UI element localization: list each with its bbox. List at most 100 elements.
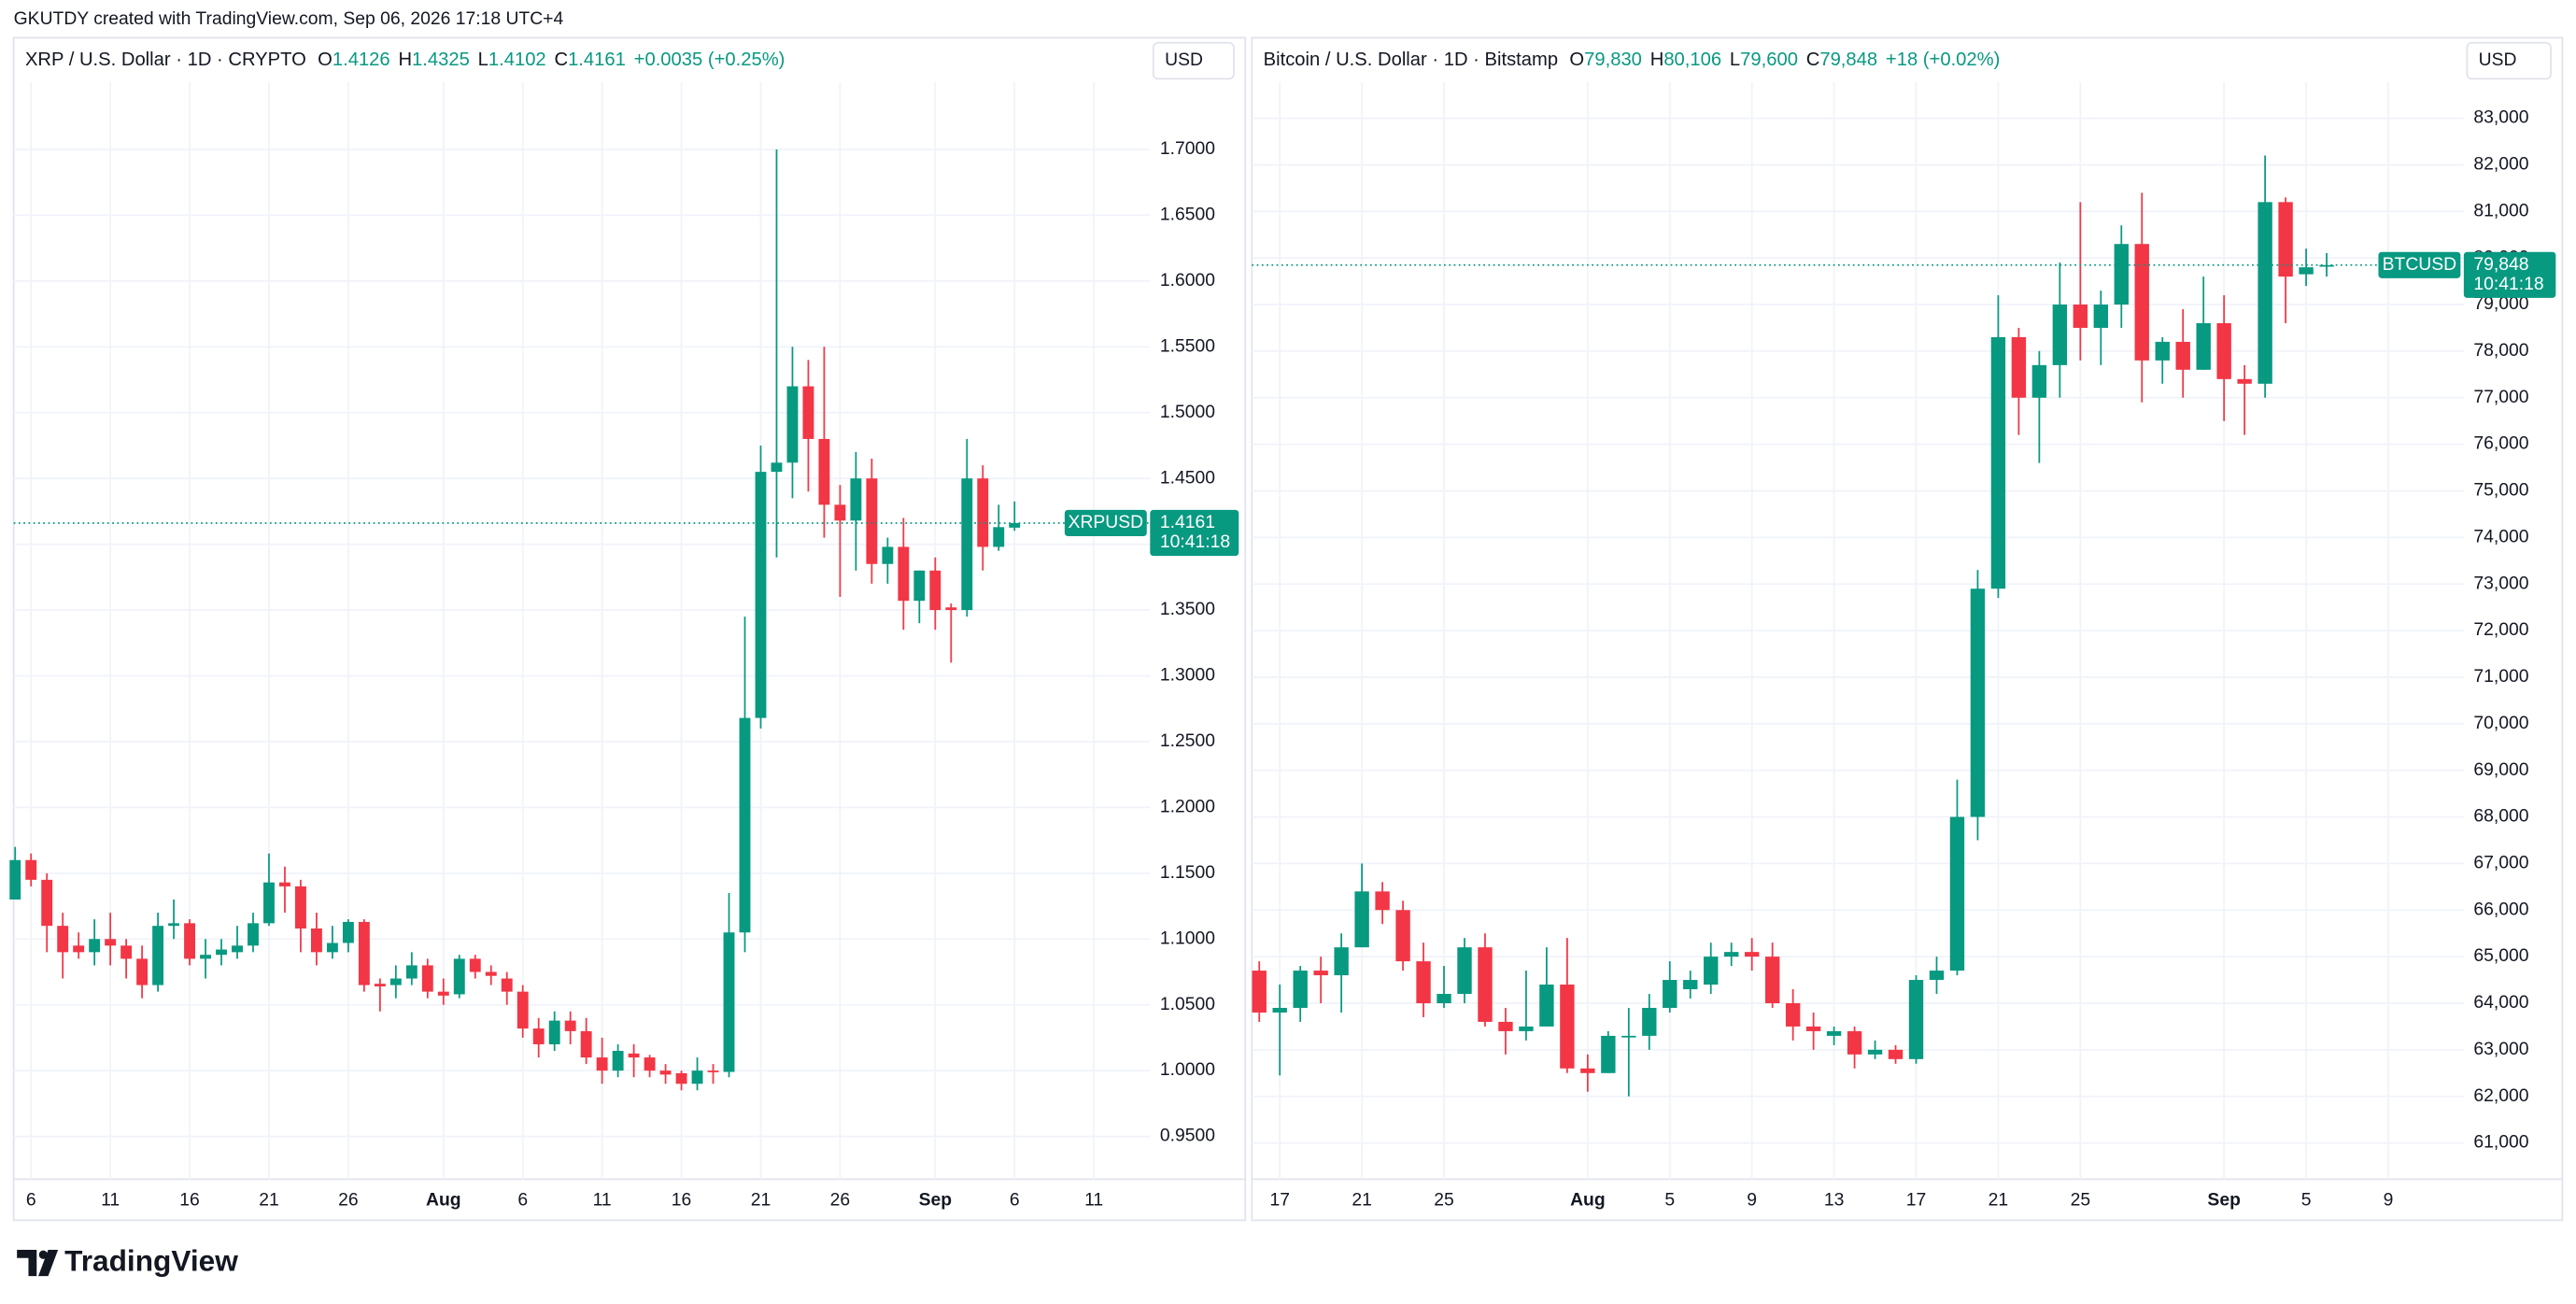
candle-body — [691, 1070, 703, 1084]
chart-header: Bitcoin / U.S. Dollar · 1D · Bitstamp O 79… — [1264, 50, 2001, 70]
x-tick-label: 5 — [1664, 1189, 1675, 1210]
y-tick-label: 76,000 — [2473, 433, 2528, 454]
y-tick-label: 62,000 — [2473, 1085, 2528, 1106]
candle-body — [1970, 588, 1986, 817]
candle-body — [1252, 971, 1267, 1013]
currency-button — [2466, 41, 2552, 80]
candle-body — [2175, 341, 2190, 370]
candle-body — [389, 978, 402, 985]
candle-body — [1990, 336, 2006, 589]
candle-body — [168, 923, 180, 927]
candle-body — [1764, 957, 1780, 1003]
candle-body — [1785, 1002, 1801, 1027]
candle-body — [1375, 891, 1390, 911]
candle-body — [739, 717, 751, 933]
x-tick-label: 11 — [101, 1189, 120, 1210]
x-tick-label: 21 — [751, 1189, 771, 1210]
ohlc-key: H — [398, 50, 412, 70]
candle-body — [1704, 957, 1719, 985]
ohlc-key: H — [1650, 50, 1664, 70]
pane-border — [1251, 36, 2564, 1222]
candle-body — [834, 504, 846, 521]
y-tick-label: 1.0000 — [1160, 1059, 1215, 1080]
x-tick-label: 6 — [1010, 1189, 1020, 1210]
candle-body — [1847, 1030, 1862, 1055]
candle-body — [2237, 378, 2252, 384]
x-tick-label: 16 — [179, 1189, 200, 1210]
y-tick-label: 81,000 — [2473, 200, 2528, 220]
x-tick-label: 17 — [1906, 1189, 1927, 1210]
x-tick-label: 11 — [593, 1189, 612, 1210]
candle-body — [1601, 1035, 1616, 1073]
candle-body — [2093, 305, 2108, 328]
candle-body — [248, 923, 259, 946]
x-tick-label: 21 — [1989, 1189, 2009, 1210]
y-tick-label: 82,000 — [2473, 154, 2528, 175]
candle-body — [2196, 322, 2211, 370]
candle-body — [850, 478, 862, 521]
ohlc-key: C — [1806, 50, 1820, 70]
ohlc-key: O — [1569, 50, 1584, 70]
candle-body — [1560, 985, 1575, 1069]
y-tick-label: 1.5000 — [1160, 402, 1215, 422]
candle-body — [1580, 1068, 1595, 1073]
candle-body — [1949, 816, 1965, 971]
chart-title: XRP / U.S. Dollar · 1D · CRYPTO — [25, 50, 306, 70]
candle-body — [1805, 1026, 1821, 1031]
candle-body — [802, 386, 814, 439]
candle-body — [342, 921, 354, 943]
candle-body — [898, 546, 910, 602]
candle-body — [2278, 202, 2293, 277]
candle-body — [136, 958, 149, 985]
logo-text: TradingView — [64, 1243, 238, 1277]
candle-body — [596, 1057, 608, 1071]
candle-body — [2073, 305, 2088, 328]
y-tick-label: 71,000 — [2473, 666, 2528, 687]
y-tick-label: 65,000 — [2473, 945, 2528, 966]
candle-body — [2216, 322, 2231, 379]
candle-body — [374, 984, 386, 986]
y-tick-label: 1.3000 — [1160, 665, 1215, 686]
candle-body — [1313, 971, 1328, 976]
candle-body — [1395, 910, 1410, 962]
x-tick-label: 9 — [1747, 1189, 1757, 1210]
y-tick-label: 66,000 — [2473, 899, 2528, 919]
ohlc-value: 79,848 — [1819, 50, 1877, 70]
candle-body — [517, 991, 529, 1029]
currency-button — [1152, 41, 1235, 80]
x-tick-label: 16 — [672, 1189, 692, 1210]
y-tick-label: 79,000 — [2473, 293, 2528, 314]
candle-body — [310, 928, 322, 953]
candle-body — [1009, 522, 1021, 528]
y-tick-label: 1.7000 — [1160, 138, 1215, 159]
ohlc-key: O — [318, 50, 333, 70]
candle-body — [120, 945, 133, 959]
ohlc-key: C — [554, 50, 568, 70]
candle-body — [1663, 980, 1677, 1008]
candle-body — [2155, 341, 2170, 361]
x-tick-label: 21 — [1352, 1189, 1372, 1210]
candle-body — [1744, 952, 1760, 957]
candle-body — [1272, 1007, 1287, 1013]
ohlc-value: 1.4325 — [412, 50, 470, 70]
currency-label: USD — [1165, 50, 1203, 70]
y-tick-label: 61,000 — [2473, 1132, 2528, 1153]
x-tick-label: Sep — [2207, 1189, 2241, 1210]
currency-label: USD — [2479, 50, 2517, 70]
candle-body — [1929, 971, 1945, 981]
candle-body — [25, 859, 37, 880]
candle-body — [9, 859, 21, 900]
candle-body — [2031, 364, 2047, 398]
candle-body — [421, 965, 433, 992]
x-tick-label: Aug — [426, 1189, 461, 1210]
x-tick-label: 5 — [2301, 1189, 2312, 1210]
candle-body — [2134, 244, 2149, 361]
candle-body — [2258, 202, 2272, 384]
candle-body — [628, 1053, 640, 1058]
candle-body — [707, 1070, 719, 1072]
chart-title: Bitcoin / U.S. Dollar · 1D · Bitstamp — [1264, 50, 1558, 70]
candle-body — [152, 926, 164, 985]
candle-body — [326, 943, 338, 953]
logo-dot — [38, 1250, 48, 1259]
candle-body — [1888, 1049, 1904, 1059]
